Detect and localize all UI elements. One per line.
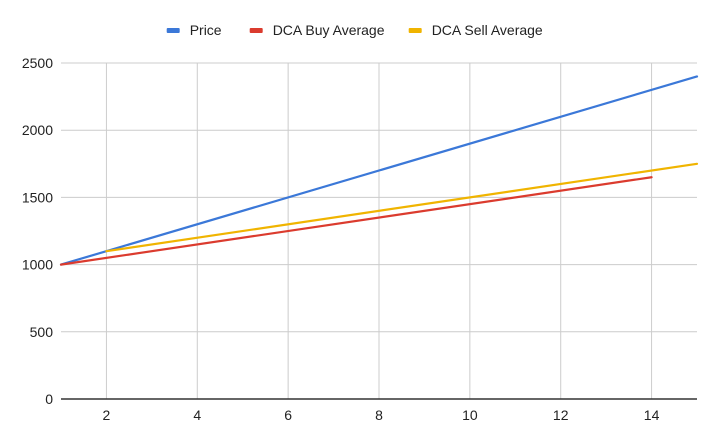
legend-label-dca-buy-average: DCA Buy Average xyxy=(273,22,385,38)
x-tick-label: 6 xyxy=(284,407,292,423)
x-tick-label: 8 xyxy=(375,407,383,423)
x-tick-label: 4 xyxy=(193,407,201,423)
y-tick-label: 1000 xyxy=(22,257,53,273)
legend-label-dca-sell-average: DCA Sell Average xyxy=(432,22,543,38)
x-tick-label: 10 xyxy=(462,407,478,423)
y-tick-label: 0 xyxy=(45,391,53,407)
series-line-dca-buy-average xyxy=(59,176,653,266)
gridlines xyxy=(61,62,697,399)
legend-swatch-dca-buy-average xyxy=(249,28,263,33)
x-tick-label: 14 xyxy=(644,407,660,423)
y-tick-label: 2000 xyxy=(22,122,53,138)
y-tick-label: 1500 xyxy=(22,189,53,205)
axes: 0 500 1000 1500 2000 2500 2 4 6 8 10 12 14 xyxy=(22,55,697,423)
series-lines xyxy=(59,75,699,266)
series-line-price xyxy=(59,75,699,266)
series-line-dca-sell-average xyxy=(105,162,699,253)
x-tick-label: 12 xyxy=(553,407,569,423)
legend-swatch-price xyxy=(166,28,180,33)
legend-label-price: Price xyxy=(190,22,222,38)
legend-swatch-dca-sell-average xyxy=(408,28,422,33)
x-tick-label: 2 xyxy=(103,407,111,423)
legend: Price DCA Buy Average DCA Sell Average xyxy=(166,22,543,38)
y-tick-label: 2500 xyxy=(22,55,53,71)
y-tick-label: 500 xyxy=(30,324,54,340)
